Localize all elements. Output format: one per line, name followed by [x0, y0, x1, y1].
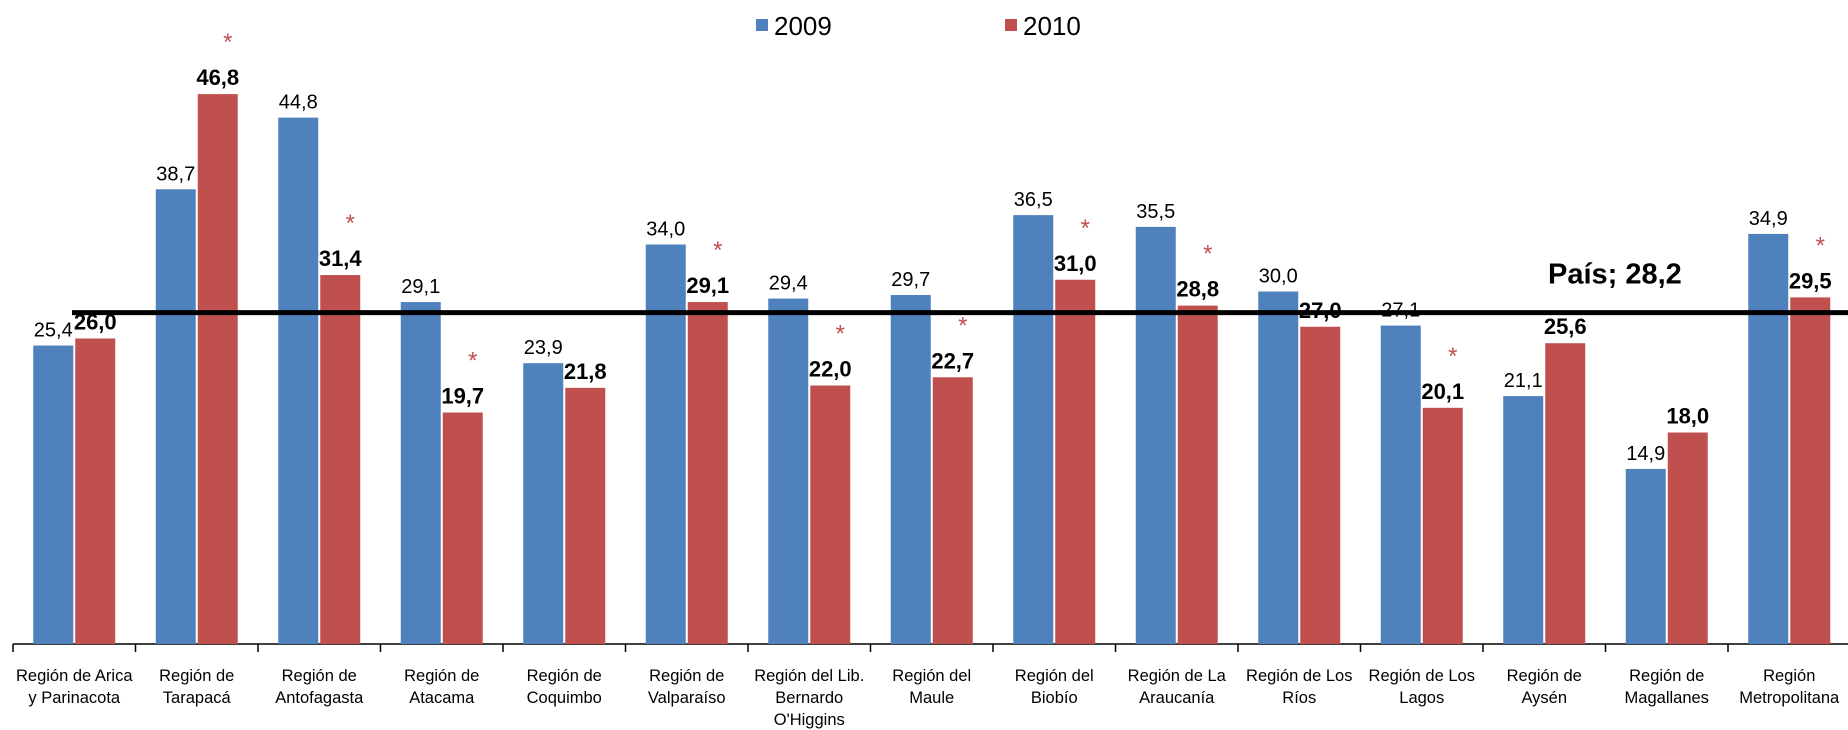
data-label-2009: 29,4 [769, 273, 808, 295]
category-label: Región de Antofagasta [275, 667, 364, 707]
bar-2009 [523, 363, 564, 644]
bar-2010 [1422, 407, 1463, 644]
bar-2010 [1177, 305, 1218, 644]
category-label: Región de Atacama [404, 667, 479, 707]
legend-label-2009: 2009 [774, 11, 832, 41]
category-label: Región del Biobío [1015, 667, 1094, 707]
significance-asterisk: * [958, 312, 967, 339]
bar-2009 [400, 302, 441, 644]
bar-2010 [687, 302, 728, 644]
data-label-2010: 29,5 [1789, 268, 1832, 293]
significance-asterisk: * [468, 348, 477, 375]
bar-2010 [932, 377, 973, 644]
category-label: Región del Lib. Bernardo O'Higgins [754, 667, 864, 729]
data-label-2009: 44,8 [279, 92, 318, 114]
data-label-2009: 25,4 [34, 320, 73, 342]
significance-asterisk: * [836, 321, 845, 348]
bar-2009 [155, 189, 196, 644]
bar-2009 [1135, 226, 1176, 644]
category-label: Región de Tarapacá [159, 667, 234, 707]
bar-2009 [1625, 468, 1666, 644]
bar-2009 [645, 244, 686, 644]
data-label-2010: 31,4 [319, 246, 363, 271]
legend-label-2010: 2010 [1023, 11, 1081, 41]
bar-2009 [1258, 291, 1299, 644]
significance-asterisk: * [1448, 343, 1457, 370]
category-label: Región de La Araucanía [1128, 667, 1227, 707]
reference-line-label: País; 28,2 [1548, 259, 1682, 291]
data-label-2010: 19,7 [441, 384, 484, 409]
data-label-2010: 20,1 [1421, 379, 1464, 404]
data-label-2010: 22,7 [931, 348, 974, 373]
data-label-2009: 21,1 [1504, 370, 1543, 392]
bar-2010 [1545, 343, 1586, 644]
category-label: Región de Valparaíso [648, 667, 726, 707]
significance-asterisk: * [713, 237, 722, 264]
significance-asterisk: * [1081, 215, 1090, 242]
data-label-2009: 29,1 [401, 276, 440, 298]
legend-swatch-2009 [756, 19, 768, 31]
category-label: Región de Los Ríos [1246, 667, 1352, 707]
bar-2009 [1503, 396, 1544, 644]
bar-2010 [565, 387, 606, 644]
significance-asterisk: * [1816, 232, 1825, 259]
bar-2010 [1667, 432, 1708, 644]
bar-2009 [1380, 325, 1421, 644]
category-label: Región de Coquimbo [527, 667, 602, 707]
bar-2009 [1748, 233, 1789, 645]
bar-2010 [75, 338, 116, 644]
bar-2010 [810, 385, 851, 644]
bar-2010 [1300, 326, 1341, 644]
bar-2010 [442, 412, 483, 644]
data-label-2010: 25,6 [1544, 314, 1587, 339]
bar-2010 [1055, 279, 1096, 644]
bar-2009 [278, 117, 319, 645]
data-label-2010: 31,0 [1054, 251, 1097, 276]
bar-2010 [197, 94, 238, 645]
significance-asterisk: * [223, 29, 232, 56]
data-label-2009: 35,5 [1136, 201, 1175, 223]
data-label-2010: 29,1 [686, 273, 729, 298]
bar-2010 [320, 275, 361, 644]
data-label-2009: 23,9 [524, 337, 563, 359]
significance-asterisk: * [1203, 241, 1212, 268]
category-label: Región de Los Lagos [1369, 667, 1475, 707]
category-label: Región de Aysén [1507, 667, 1582, 707]
bar-2009 [768, 298, 809, 644]
data-label-2010: 18,0 [1666, 404, 1709, 429]
category-label: Región del Maule [892, 667, 971, 707]
bar-2009 [1013, 215, 1054, 644]
bar-2009 [33, 345, 74, 644]
data-label-2010: 21,8 [564, 359, 607, 384]
data-label-2010: 46,8 [196, 65, 239, 90]
bar-2009 [890, 295, 931, 644]
data-label-2009: 34,0 [646, 219, 685, 241]
data-label-2009: 34,9 [1749, 208, 1788, 230]
data-label-2010: 28,8 [1176, 277, 1219, 302]
significance-asterisk: * [346, 210, 355, 237]
data-label-2009: 36,5 [1014, 189, 1053, 211]
category-label: Región Metropolitana [1739, 667, 1840, 707]
data-label-2010: 22,0 [809, 357, 852, 382]
data-label-2009: 29,7 [891, 269, 930, 291]
legend-swatch-2010 [1005, 19, 1017, 31]
category-label: Región de Magallanes [1625, 667, 1709, 707]
data-label-2009: 38,7 [156, 163, 195, 185]
data-label-2009: 14,9 [1626, 443, 1665, 465]
category-label: Región de Arica y Parinacota [16, 667, 133, 707]
data-label-2009: 30,0 [1259, 266, 1298, 288]
bar-2010 [1790, 297, 1831, 644]
